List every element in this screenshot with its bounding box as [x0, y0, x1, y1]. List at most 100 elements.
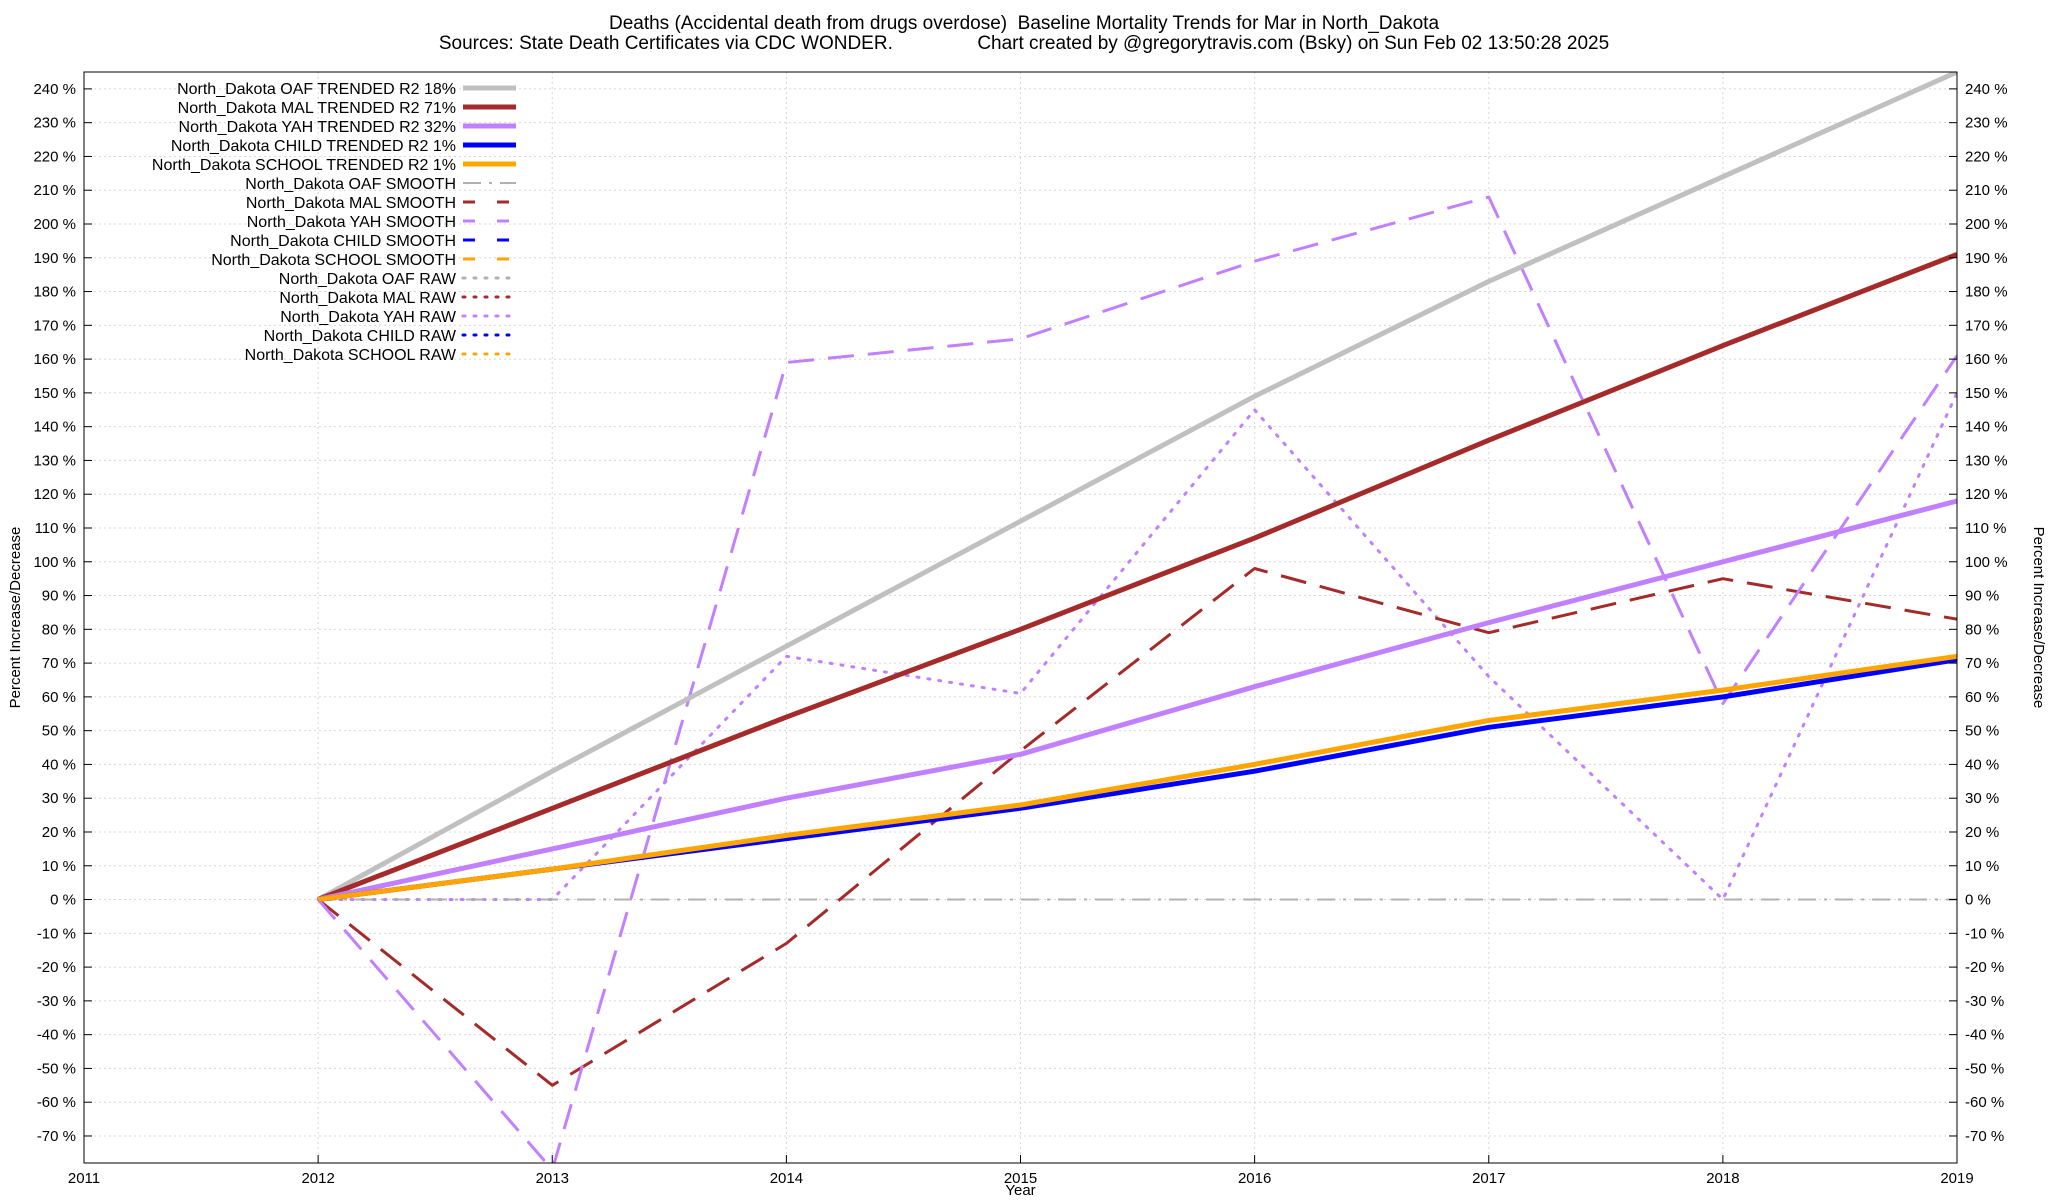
y-tick-label-left: 130 % [33, 452, 76, 469]
y-tick-label-left: 70 % [42, 655, 76, 672]
y-tick-label-right: 170 % [1965, 317, 2008, 334]
legend-label: North_Dakota YAH SMOOTH [247, 214, 456, 231]
y-tick-label-left: -10 % [37, 925, 76, 942]
y-tick-label-right: 0 % [1965, 892, 1991, 909]
y-tick-label-right: -30 % [1965, 993, 2004, 1010]
series-line-7 [316, 195, 1957, 1163]
chart-title: Deaths (Accidental death from drugs over… [608, 13, 1440, 34]
y-tick-label-left: 140 % [33, 419, 76, 436]
y-tick-label-right: -60 % [1965, 1094, 2004, 1111]
y-tick-label-left: 10 % [42, 858, 76, 875]
y-tick-label-left: 180 % [33, 284, 76, 301]
y-tick-label-right: 50 % [1965, 723, 1999, 740]
y-tick-label-left: 170 % [33, 317, 76, 334]
y-tick-label-left: 0 % [50, 892, 76, 909]
legend-label: North_Dakota MAL SMOOTH [246, 195, 456, 212]
legend-label: North_Dakota CHILD RAW [264, 328, 457, 345]
x-tick-label: 2018 [1706, 1170, 1739, 1187]
legend-label: North_Dakota CHILD TRENDED R2 1% [171, 138, 456, 155]
y-tick-label-left: 110 % [35, 520, 76, 537]
grid [83, 72, 1958, 1163]
y-tick-label-right: 210 % [1965, 182, 2008, 199]
y-axis-label-right: Percent Increase/Decrease [2030, 527, 2047, 709]
legend-label: North_Dakota SCHOOL RAW [245, 347, 457, 364]
series-line-1 [317, 252, 1957, 902]
y-tick-label-left: -40 % [37, 1027, 76, 1044]
y-tick-label-left: 90 % [42, 588, 76, 605]
y-tick-label-left: 240 % [33, 81, 76, 98]
y-tick-label-right: -20 % [1965, 959, 2004, 976]
series-line-0 [316, 72, 1957, 902]
chart-subtitle: Sources: State Death Certificates via CD… [438, 33, 1610, 54]
y-tick-label-left: 160 % [33, 351, 76, 368]
y-tick-label-right: 120 % [1965, 486, 2008, 503]
plot-series [316, 72, 1957, 1163]
y-tick-label-right: 20 % [1965, 824, 1999, 841]
y-tick-label-right: 80 % [1965, 621, 1999, 638]
series-line-2 [317, 498, 1957, 902]
y-tick-label-right: 230 % [1965, 115, 2008, 132]
y-tick-label-left: 220 % [33, 148, 76, 165]
x-tick-label: 2019 [1940, 1170, 1973, 1187]
y-tick-label-right: 130 % [1965, 452, 2008, 469]
legend-label: North_Dakota SCHOOL SMOOTH [211, 252, 456, 269]
y-tick-label-left: 30 % [42, 790, 76, 807]
y-tick-label-left: -20 % [37, 959, 76, 976]
y-tick-label-right: 140 % [1965, 419, 2008, 436]
x-tick-label: 2017 [1472, 1170, 1505, 1187]
y-tick-label-right: -70 % [1965, 1128, 2004, 1145]
legend-label: North_Dakota MAL TRENDED R2 71% [178, 100, 456, 117]
y-tick-label-left: 190 % [33, 250, 76, 267]
y-tick-label-right: 190 % [1965, 250, 2008, 267]
legend-label: North_Dakota OAF RAW [279, 271, 457, 288]
y-tick-label-right: 70 % [1965, 655, 1999, 672]
y-tick-label-right: 110 % [1965, 520, 2006, 537]
y-tick-label-right: 30 % [1965, 790, 1999, 807]
y-tick-label-left: -30 % [37, 993, 76, 1010]
y-tick-label-right: 220 % [1965, 148, 2008, 165]
x-tick-label: 2011 [68, 1170, 100, 1187]
y-tick-label-right: -50 % [1965, 1060, 2004, 1077]
y-tick-label-left: 200 % [33, 216, 76, 233]
series-line-3 [317, 657, 1957, 902]
legend-label: North_Dakota SCHOOL TRENDED R2 1% [152, 157, 456, 174]
y-tick-label-left: 150 % [33, 385, 76, 402]
y-tick-label-right: 40 % [1965, 756, 1999, 773]
y-tick-label-left: -50 % [37, 1060, 76, 1077]
y-tick-label-left: -70 % [37, 1128, 76, 1145]
y-tick-label-right: 90 % [1965, 588, 1999, 605]
y-tick-label-right: 10 % [1965, 858, 1999, 875]
legend-label: North_Dakota OAF TRENDED R2 18% [177, 81, 456, 98]
y-tick-label-left: 230 % [33, 115, 76, 132]
y-tick-label-left: 40 % [42, 756, 76, 773]
x-tick-label: 2013 [536, 1170, 569, 1187]
legend-label: North_Dakota CHILD SMOOTH [230, 233, 456, 250]
x-tick-label: 2015 [1004, 1170, 1037, 1187]
y-tick-label-right: 200 % [1965, 216, 2008, 233]
y-tick-label-left: 60 % [42, 689, 76, 706]
y-tick-label-right: -10 % [1965, 925, 2004, 942]
y-tick-label-right: 100 % [1965, 554, 2008, 571]
y-tick-label-left: 210 % [33, 182, 76, 199]
legend-label: North_Dakota OAF SMOOTH [245, 176, 456, 193]
x-tick-label: 2012 [301, 1170, 334, 1187]
y-tick-label-right: 160 % [1965, 351, 2008, 368]
legend-label: North_Dakota MAL RAW [279, 290, 457, 307]
y-tick-label-right: 60 % [1965, 689, 1999, 706]
series-line-4 [317, 653, 1957, 902]
y-tick-label-right: -40 % [1965, 1027, 2004, 1044]
axis-ticks: 240 % 240 % 230 % 230 % 220 % 220 % 210 % 210 %… [33, 81, 2007, 1187]
legend-label: North_Dakota YAH RAW [280, 309, 457, 326]
y-tick-label-left: 20 % [42, 824, 76, 841]
series-line-12 [316, 391, 1957, 901]
series-line-6 [317, 567, 1957, 1087]
y-tick-label-left: 50 % [42, 723, 76, 740]
x-axis-label: Year [1005, 1182, 1035, 1199]
y-tick-label-right: 150 % [1965, 385, 2008, 402]
y-tick-label-left: 80 % [42, 621, 76, 638]
x-tick-label: 2016 [1238, 1170, 1271, 1187]
y-axis-label-left: Percent Increase/Decrease [7, 527, 24, 709]
y-tick-label-left: 100 % [33, 554, 76, 571]
y-tick-label-right: 180 % [1965, 284, 2008, 301]
